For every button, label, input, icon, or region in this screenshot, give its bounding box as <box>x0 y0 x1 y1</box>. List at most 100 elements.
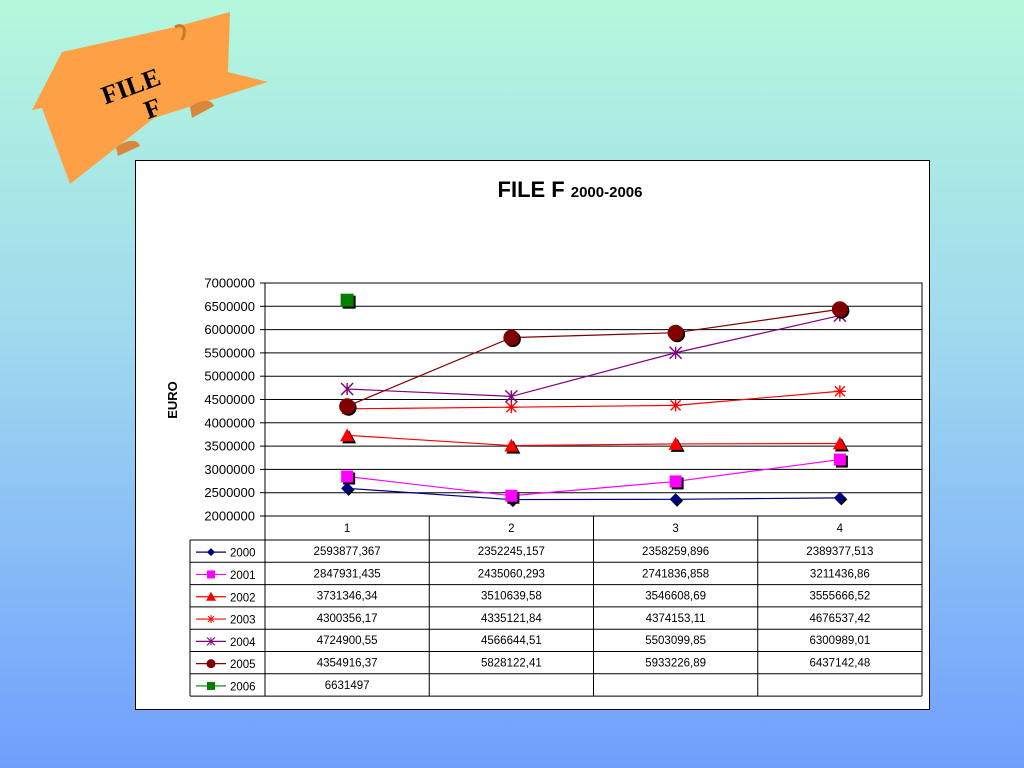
y-tick-label: 2500000 <box>204 485 255 500</box>
y-tick-label: 5000000 <box>204 369 255 384</box>
data-label: 5503099,85 <box>645 635 706 647</box>
chart-title-group: FILE F 2000-2006 <box>498 177 643 202</box>
data-label: 4335121,84 <box>481 613 542 625</box>
y-tick-label: 7000000 <box>204 276 255 291</box>
data-label: 4724900,55 <box>317 635 378 647</box>
data-point <box>340 382 354 396</box>
data-label: 5828122,41 <box>481 658 542 670</box>
circle-marker <box>339 398 356 415</box>
data-point <box>831 301 850 319</box>
banner-fold <box>190 100 214 118</box>
legend-entry-2002: 2002 <box>230 592 256 604</box>
data-point <box>340 428 357 444</box>
circle-marker <box>503 329 520 346</box>
banner-fold <box>116 140 140 156</box>
y-tick-label: 4500000 <box>204 392 255 407</box>
data-point <box>504 389 518 403</box>
data-point <box>339 398 357 416</box>
data-label: 6300989,01 <box>809 635 870 647</box>
legend-star-marker <box>207 615 215 623</box>
legend-entry-2001: 2001 <box>230 570 256 582</box>
triangle-marker <box>504 438 519 452</box>
data-point <box>667 324 686 343</box>
circle-marker <box>831 301 848 318</box>
data-label: 3211436,86 <box>810 568 870 580</box>
square-marker <box>669 475 682 488</box>
series-line-2004 <box>347 314 841 397</box>
legend-circle-marker <box>206 659 216 669</box>
data-point <box>669 399 682 412</box>
data-label: 6631497 <box>325 680 370 692</box>
star-marker <box>505 401 517 413</box>
data-point <box>832 436 849 452</box>
data-point <box>341 470 356 485</box>
data-label: 4300356,17 <box>317 613 378 625</box>
series-line-2003 <box>347 390 840 410</box>
triangle-marker <box>832 436 847 450</box>
data-point <box>668 436 685 452</box>
star-marker <box>834 385 846 397</box>
diamond-marker <box>669 493 682 506</box>
square-marker <box>340 293 354 307</box>
data-label: 6437142,48 <box>809 658 870 670</box>
square-marker <box>341 470 354 483</box>
x-tick-label: 1 <box>344 523 350 535</box>
data-point <box>833 491 848 506</box>
legend-entry-2003: 2003 <box>230 615 256 627</box>
data-point <box>341 482 355 496</box>
data-point <box>340 293 356 309</box>
series-line-2000 <box>347 487 840 501</box>
data-label: 3731346,34 <box>317 591 378 603</box>
diamond-marker <box>341 482 354 495</box>
triangle-marker <box>668 436 683 450</box>
file-banner: FILE F <box>32 12 268 184</box>
legend-triangle-marker <box>206 591 216 601</box>
data-point <box>505 489 520 504</box>
data-label: 5933226,89 <box>645 658 706 670</box>
data-label: 2435060,293 <box>478 568 545 580</box>
diamond-marker <box>833 491 846 504</box>
circle-marker <box>667 324 684 341</box>
x-tick-label: 2 <box>508 523 514 535</box>
data-point <box>669 475 684 490</box>
chart-subtitle: 2000-2006 <box>571 184 643 201</box>
legend-square-marker <box>207 570 215 579</box>
y-tick-label: 6000000 <box>204 322 255 337</box>
legend-square-marker <box>207 681 215 690</box>
data-label: 4566644,51 <box>481 635 542 647</box>
star-marker <box>670 399 682 411</box>
data-label: 3555666,52 <box>809 591 870 603</box>
data-label: 3546608,69 <box>645 591 706 603</box>
chart-title: FILE F <box>498 177 565 202</box>
data-label: 2358259,896 <box>642 546 709 558</box>
y-axis-label: EURO <box>165 381 180 419</box>
data-point <box>503 329 521 348</box>
square-marker <box>505 489 518 502</box>
data-label: 4374153,11 <box>646 613 706 625</box>
legend-entry-2004: 2004 <box>230 637 256 649</box>
triangle-marker <box>340 428 355 442</box>
data-point <box>833 453 848 468</box>
data-label: 4354916,37 <box>317 658 378 670</box>
y-tick-label: 2000000 <box>204 509 255 524</box>
legend-diamond-marker <box>207 548 215 557</box>
banner-ribbon <box>32 12 268 184</box>
legend-entry-2005: 2005 <box>230 659 256 671</box>
data-point <box>504 438 521 454</box>
data-point <box>833 385 846 398</box>
data-label: 2593877,367 <box>314 546 381 558</box>
y-tick-label: 5500000 <box>204 345 255 360</box>
y-tick-label: 3500000 <box>204 439 255 454</box>
data-label: 3510639,58 <box>481 591 542 603</box>
y-tick-label: 6500000 <box>204 299 255 314</box>
data-point <box>669 493 684 507</box>
x-tick-label: 3 <box>672 523 678 535</box>
data-label: 4676537,42 <box>809 613 870 625</box>
square-marker <box>833 453 846 466</box>
data-label: 2352245,157 <box>478 546 545 558</box>
data-label: 2389377,513 <box>806 546 873 558</box>
data-point <box>669 346 683 360</box>
legend-entry-2000: 2000 <box>230 548 256 560</box>
series-line-2005 <box>346 308 840 407</box>
